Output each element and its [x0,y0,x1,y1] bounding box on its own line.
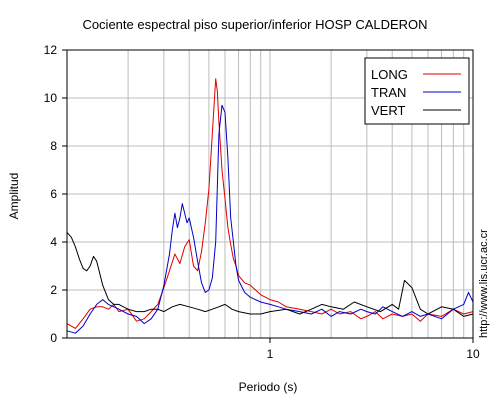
watermark-url: http://www.lis.ucr.ac.cr [478,229,490,338]
series-line-vert [66,232,474,317]
y-tick-label: 2 [50,283,57,297]
y-tick-label: 0 [50,331,57,345]
y-tick-label: 6 [50,187,57,201]
legend: LONG TRAN VERT [364,57,470,125]
legend-box [364,57,470,125]
x-axis-label: Periodo (s) [239,380,298,394]
series-line-long [66,78,474,329]
legend-label-vert: VERT [371,103,405,118]
chart-title: Cociente espectral piso superior/inferio… [82,17,427,32]
series-line-tran [66,104,474,334]
y-tick-label: 4 [50,235,57,249]
ticks: 0 2 4 6 8 10 12 1 10 [44,43,480,361]
legend-label-long: LONG [371,67,408,82]
y-tick-label: 10 [44,91,58,105]
x-tick-label: 10 [466,347,480,361]
legend-label-tran: TRAN [371,85,406,100]
x-tick-label: 1 [267,347,274,361]
y-tick-label: 12 [44,43,58,57]
y-axis-label: Amplitud [7,173,21,220]
series-layer [66,78,474,334]
y-tick-label: 8 [50,139,57,153]
